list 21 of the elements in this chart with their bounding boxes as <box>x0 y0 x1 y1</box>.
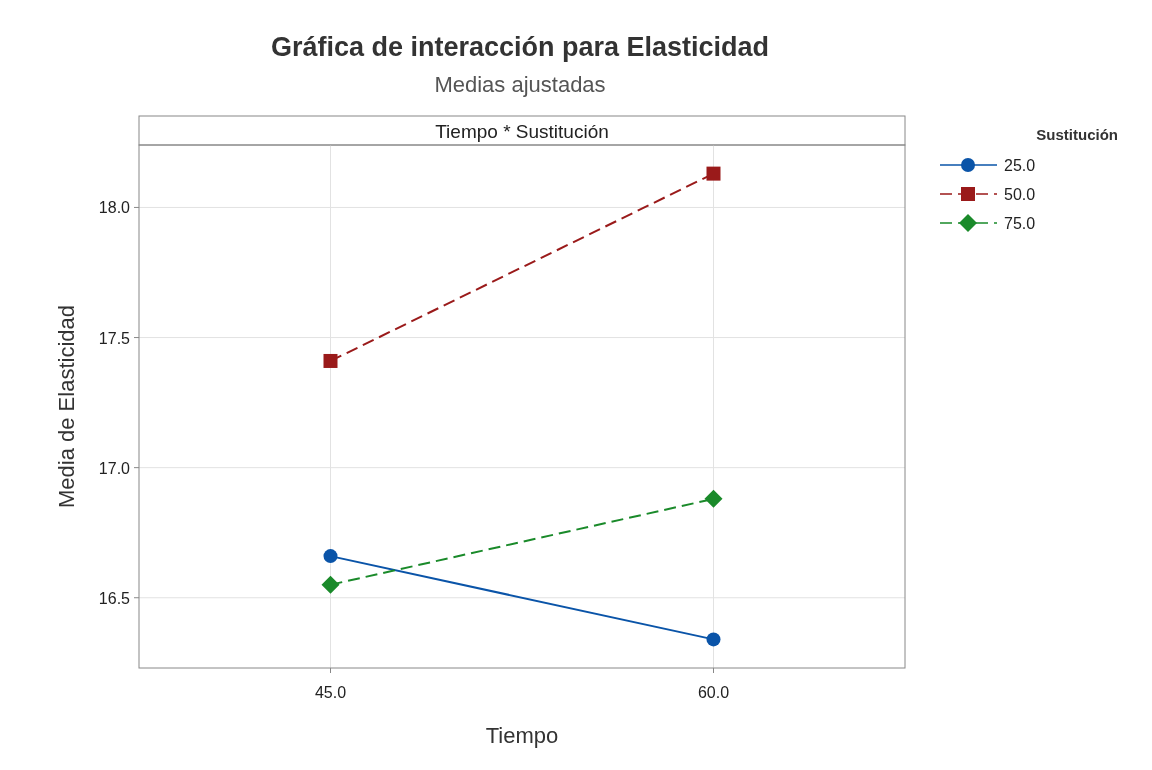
y-axis-title: Media de Elasticidad <box>54 304 79 509</box>
chart-title: Gráfica de interacción para Elasticidad <box>270 32 770 62</box>
point <box>321 575 340 594</box>
chart-subtitle: Medias ajustadas <box>434 72 606 97</box>
text: Tiempo * Sustitución <box>435 121 609 142</box>
point <box>706 632 721 647</box>
point <box>323 353 338 368</box>
legend-label: 75.0 <box>1004 215 1036 232</box>
x-tick-label: 45.0 <box>314 684 347 701</box>
y-tick-label: 17.0 <box>98 459 131 477</box>
y-tick-label: 16.5 <box>98 589 131 607</box>
legend-title: Sustitución <box>1036 126 1118 143</box>
legend-label: 25.0 <box>1004 157 1036 174</box>
x-tick-label: 60.0 <box>697 684 730 701</box>
y-tick-label: 17.5 <box>98 329 131 347</box>
point <box>706 166 721 181</box>
point <box>704 489 723 508</box>
x-axis-title: Tiempo <box>485 723 559 748</box>
point <box>323 549 338 564</box>
y-tick-label: 18.0 <box>98 199 131 217</box>
legend-label: 50.0 <box>1004 186 1036 203</box>
